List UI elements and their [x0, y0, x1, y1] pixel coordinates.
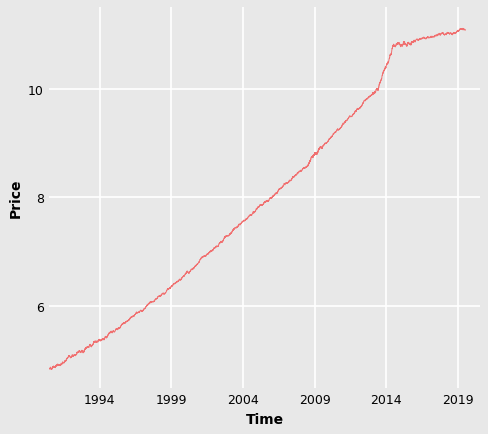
X-axis label: Time: Time [245, 412, 284, 426]
Y-axis label: Price: Price [8, 178, 22, 218]
